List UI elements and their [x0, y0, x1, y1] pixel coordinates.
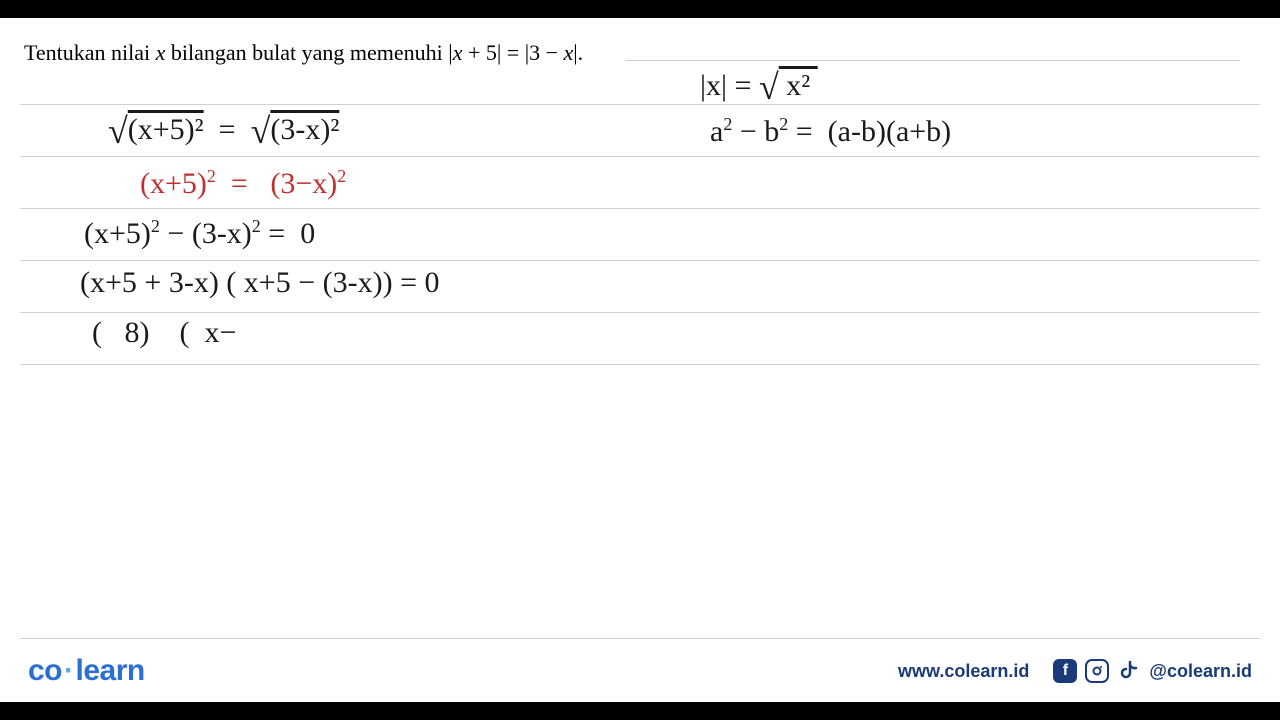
handwriting-line: √(x+5)² = √(3-x)² [108, 110, 339, 152]
social-handle: @colearn.id [1149, 661, 1252, 682]
social-icons: f @colearn.id [1053, 659, 1252, 683]
logo-text: co [28, 654, 62, 687]
problem-text: Tentukan nilai [24, 40, 156, 65]
rule-line [20, 312, 1260, 313]
handwriting-line: a2 − b2 = (a-b)(a+b) [710, 114, 951, 149]
problem-statement: Tentukan nilai x bilangan bulat yang mem… [24, 40, 583, 66]
instagram-icon [1085, 659, 1109, 683]
footer-bar: co·learn www.colearn.id f @colearn.id [0, 640, 1280, 702]
rule-line [20, 638, 1260, 639]
page-canvas: Tentukan nilai x bilangan bulat yang mem… [0, 18, 1280, 702]
problem-text: bilangan bulat yang memenuhi | [165, 40, 452, 65]
footer-url: www.colearn.id [898, 661, 1029, 682]
rule-line [20, 364, 1260, 365]
handwriting-line: (x+5)2 − (3-x)2 = 0 [84, 216, 315, 251]
rule-line [20, 156, 1260, 157]
problem-var: x [156, 40, 166, 65]
tiktok-icon [1117, 659, 1141, 683]
rule-line [20, 208, 1260, 209]
footer-right: www.colearn.id f @colearn.id [898, 659, 1252, 683]
problem-var: x [453, 40, 463, 65]
handwriting-line: (x+5 + 3-x) ( x+5 − (3-x)) = 0 [80, 266, 440, 300]
problem-text: + 5| = |3 − [462, 40, 563, 65]
facebook-icon: f [1053, 659, 1077, 683]
problem-text: |. [573, 40, 583, 65]
handwriting-line: |x| = √ x² [700, 66, 818, 108]
problem-var: x [564, 40, 574, 65]
handwriting-line: (x+5)2 = (3−x)2 [140, 166, 346, 201]
logo-text: learn [76, 654, 145, 687]
rule-line [20, 104, 1260, 105]
logo-dot: · [64, 654, 74, 687]
rule-line [625, 60, 1240, 61]
handwriting-line: ( 8) ( x− [92, 316, 236, 350]
brand-logo: co·learn [28, 654, 145, 688]
rule-line [20, 260, 1260, 261]
